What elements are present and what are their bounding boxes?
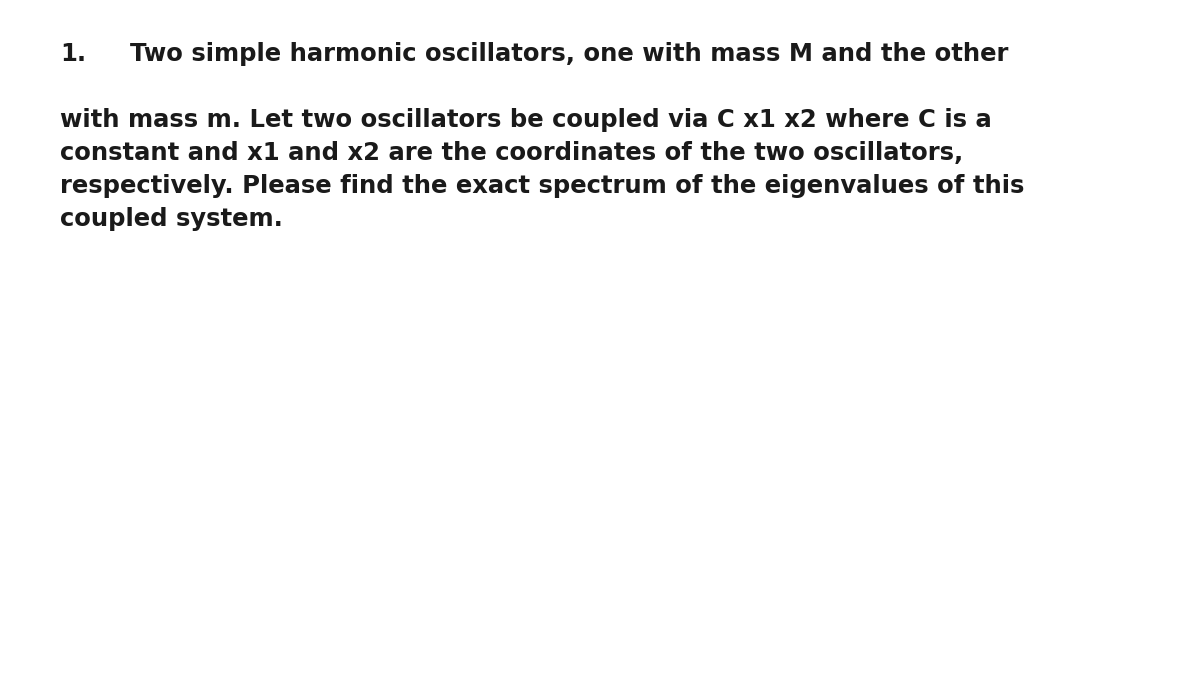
Text: with mass m. Let two oscillators be coupled via C x1 x2 where C is a: with mass m. Let two oscillators be coup… — [60, 108, 991, 132]
Text: respectively. Please find the exact spectrum of the eigenvalues of this: respectively. Please find the exact spec… — [60, 174, 1025, 198]
Text: coupled system.: coupled system. — [60, 207, 283, 231]
Text: constant and x1 and x2 are the coordinates of the two oscillators,: constant and x1 and x2 are the coordinat… — [60, 141, 964, 165]
Text: 1.: 1. — [60, 42, 86, 66]
Text: Two simple harmonic oscillators, one with mass M and the other: Two simple harmonic oscillators, one wit… — [130, 42, 1008, 66]
